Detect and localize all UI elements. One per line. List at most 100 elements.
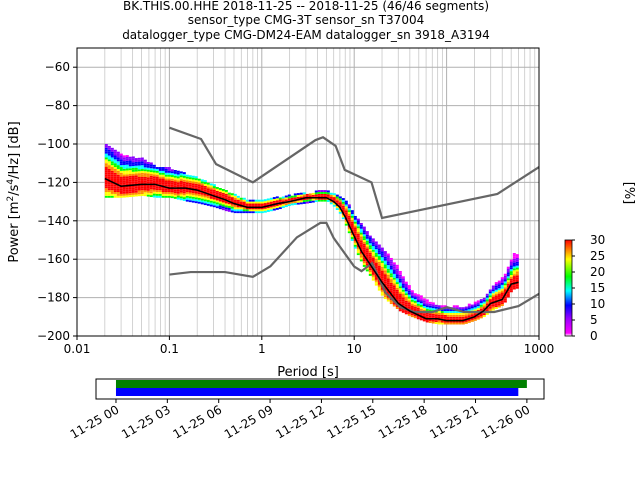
- density-cell: [419, 295, 423, 298]
- density-cell: [158, 176, 162, 179]
- density-cell: [443, 314, 447, 317]
- density-cell: [314, 194, 318, 197]
- density-cell: [116, 186, 120, 189]
- density-cell: [515, 259, 519, 262]
- density-cell: [227, 192, 231, 195]
- density-cell: [158, 178, 162, 181]
- density-cell: [164, 176, 168, 179]
- density-cell: [161, 167, 165, 169]
- density-cell: [116, 167, 120, 169]
- density-cell: [380, 255, 384, 258]
- density-cell: [443, 312, 447, 315]
- density-cell: [227, 198, 231, 201]
- density-cell: [509, 261, 513, 264]
- density-cell: [500, 281, 504, 283]
- density-cell: [161, 176, 165, 179]
- density-cell: [392, 283, 396, 286]
- density-cell: [341, 215, 345, 218]
- density-cell: [323, 190, 327, 192]
- density-cell: [167, 193, 171, 196]
- density-cell: [497, 295, 501, 298]
- density-cell: [380, 268, 384, 271]
- density-cell: [401, 284, 405, 286]
- density-cell: [152, 170, 156, 173]
- x-ticks: 0.01 0.1 1 10 100 1000: [64, 336, 554, 356]
- density-cell: [458, 322, 462, 325]
- density-cell: [170, 180, 174, 183]
- density-cell: [341, 217, 345, 220]
- density-cell: [161, 180, 165, 183]
- density-cell: [386, 282, 390, 285]
- density-cell: [353, 240, 357, 243]
- density-cell: [419, 299, 423, 302]
- density-cell: [197, 197, 201, 200]
- density-cell: [302, 192, 306, 195]
- density-cell: [374, 266, 378, 269]
- density-cell: [422, 304, 426, 307]
- density-cell: [359, 240, 363, 243]
- density-cell: [512, 262, 516, 265]
- density-cell: [125, 156, 129, 159]
- density-cell: [434, 320, 438, 323]
- density-cell: [104, 151, 108, 154]
- density-cell: [191, 175, 195, 178]
- density-cell: [182, 191, 186, 194]
- density-cell: [479, 306, 483, 309]
- density-cell: [365, 242, 369, 245]
- density-cell: [425, 301, 429, 304]
- density-cell: [350, 212, 354, 215]
- density-cell: [173, 196, 177, 199]
- mode-curve: [104, 177, 519, 322]
- density-cell: [497, 303, 501, 306]
- density-cell: [230, 206, 234, 209]
- density-cell: [137, 192, 141, 195]
- density-cell: [197, 178, 201, 181]
- density-cell: [263, 210, 267, 213]
- density-cell: [110, 186, 114, 189]
- density-cell: [125, 191, 129, 194]
- density-cell: [230, 208, 234, 211]
- density-cell: [290, 195, 294, 198]
- density-cell: [299, 200, 303, 203]
- density-cell: [146, 171, 150, 174]
- density-cell: [491, 293, 495, 296]
- density-cell: [170, 196, 174, 199]
- density-cell: [152, 168, 156, 171]
- density-cell: [131, 185, 135, 188]
- density-cell: [440, 320, 444, 323]
- x-tick-label: 1: [258, 342, 266, 356]
- density-cell: [497, 288, 501, 291]
- density-cell: [380, 291, 384, 294]
- density-cell: [506, 274, 510, 277]
- density-cell: [377, 252, 381, 255]
- density-cell: [392, 295, 396, 297]
- density-cell: [377, 263, 381, 266]
- density-cell: [446, 318, 450, 321]
- density-cell: [320, 192, 324, 194]
- density-cell: [392, 293, 396, 296]
- density-cell: [209, 187, 213, 190]
- density-cell: [179, 192, 183, 195]
- density-cell: [272, 197, 276, 200]
- density-cell: [113, 180, 117, 183]
- density-cell: [107, 149, 111, 152]
- density-cell: [125, 170, 129, 173]
- density-cell: [170, 175, 174, 177]
- density-cell: [164, 190, 168, 192]
- density-cell: [140, 157, 144, 160]
- density-cell: [122, 168, 126, 171]
- density-cell: [410, 301, 414, 304]
- density-cell: [491, 285, 495, 288]
- density-cell: [395, 266, 399, 269]
- density-cell: [119, 176, 123, 179]
- density-cell: [344, 200, 348, 203]
- density-cell: [335, 198, 339, 201]
- density-cell: [482, 303, 486, 306]
- density-cell: [509, 274, 513, 277]
- density-cell: [209, 198, 213, 201]
- density-cell: [224, 209, 228, 212]
- density-cell: [167, 190, 171, 192]
- density-cell: [404, 306, 408, 309]
- density-cell: [164, 193, 168, 196]
- density-cell: [386, 284, 390, 287]
